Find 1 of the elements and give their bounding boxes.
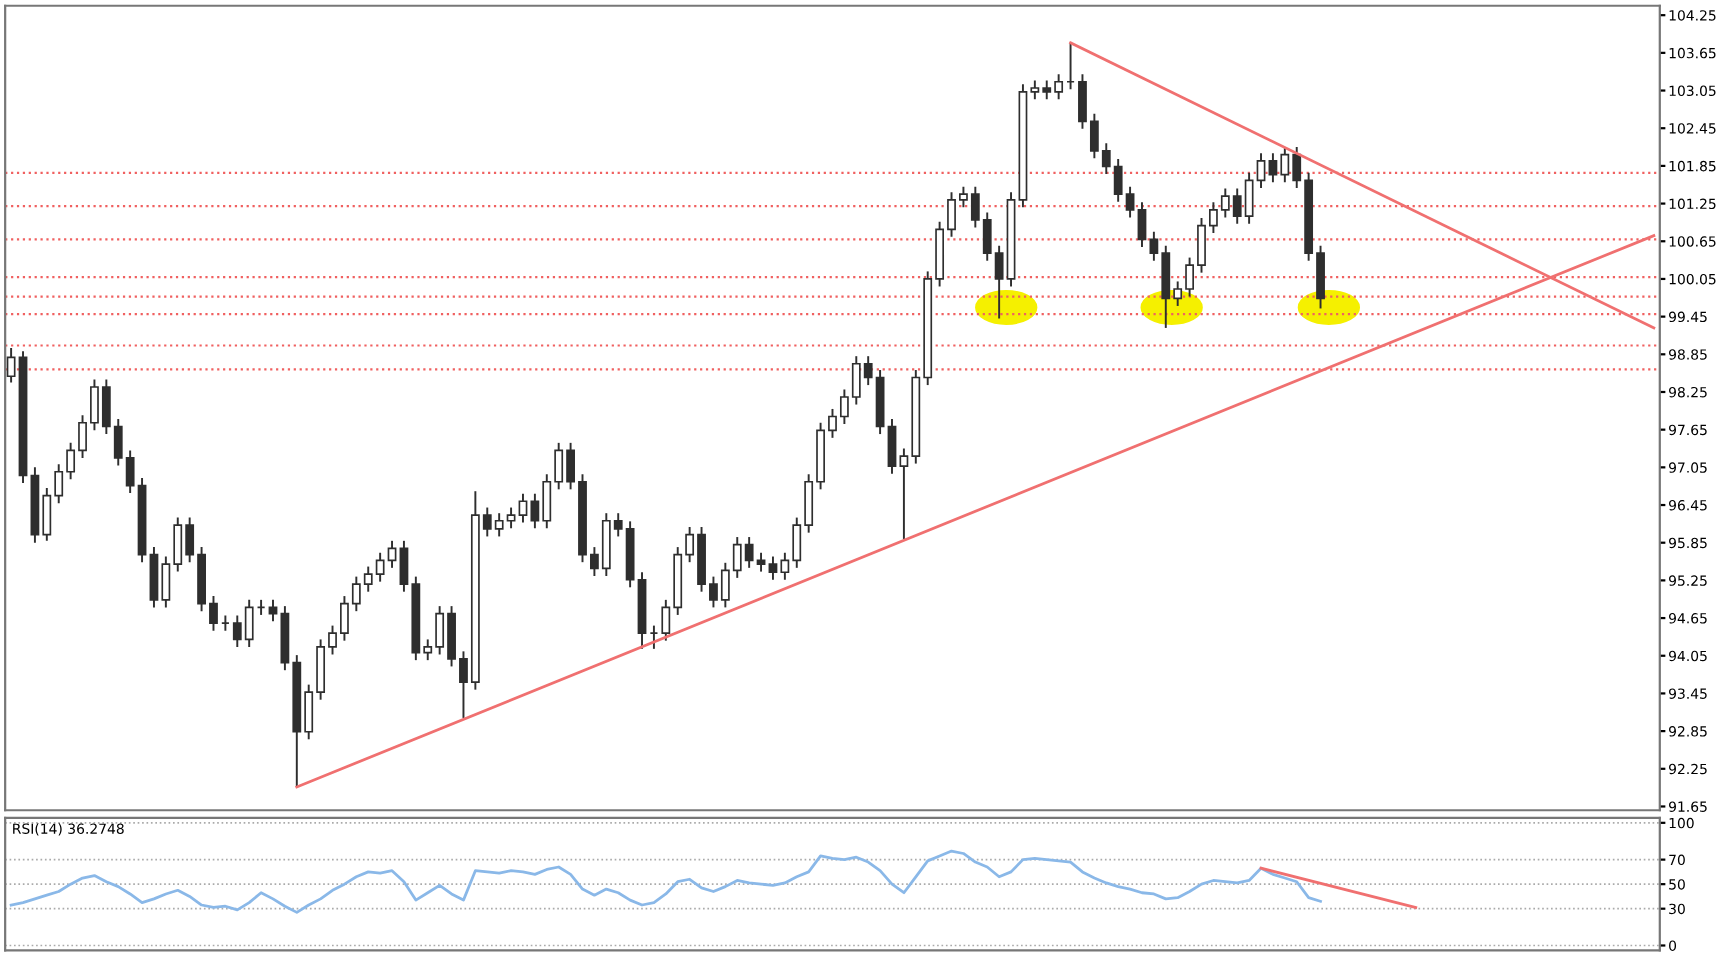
line-series xyxy=(9,849,1322,914)
